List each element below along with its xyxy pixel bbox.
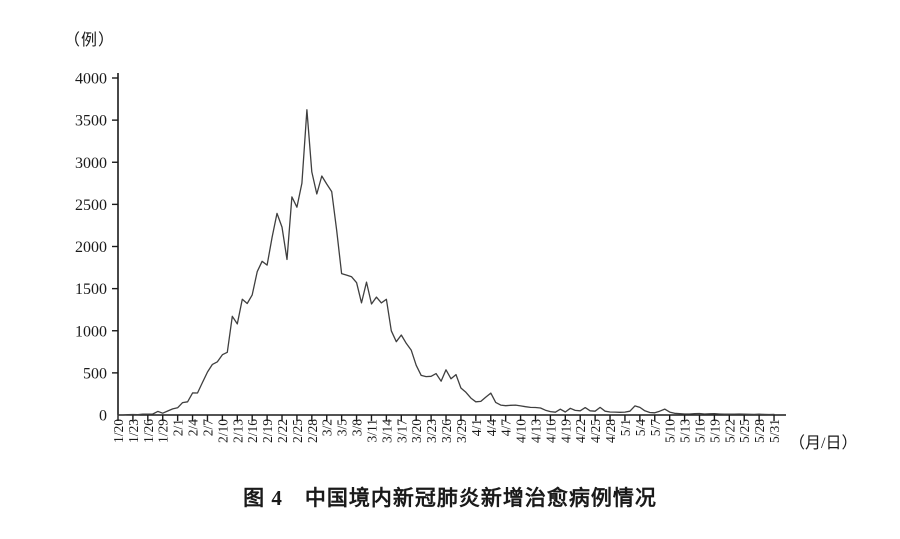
x-tick-label: 4/10 [514,419,529,443]
x-tick-label: 4/19 [558,419,573,443]
x-tick-label: 2/16 [245,419,260,443]
x-tick-label: 5/4 [633,419,648,437]
x-tick-label: 4/7 [499,419,514,437]
x-tick-label: 4/1 [469,419,484,436]
x-tick-label: 3/14 [379,419,394,443]
x-tick-label: 5/1 [618,419,633,436]
figure-caption: 图 4 中国境内新冠肺炎新增治愈病例情况 [243,486,657,510]
x-tick-label: 2/28 [305,419,320,443]
x-tick-label: 5/31 [767,419,782,443]
x-tick-label: 4/16 [543,419,558,443]
x-tick-label: 5/19 [707,419,722,443]
y-tick-label: 1000 [75,323,107,340]
x-tick-label: 4/28 [603,419,618,443]
x-tick-label: 3/23 [424,419,439,443]
y-axis-unit-label: （例） [64,32,116,49]
x-tick-label: 5/7 [648,419,663,437]
x-tick-label: 5/22 [722,419,737,443]
x-tick-label: 5/10 [663,419,678,443]
x-tick-label: 1/20 [111,419,126,443]
cured-cases-series-line [117,109,775,416]
x-tick-label: 1/26 [141,419,156,443]
x-tick-label: 2/19 [260,419,275,443]
x-tick-label: 4/13 [529,419,544,443]
x-tick-label: 4/25 [588,419,603,443]
y-tick-label: 4000 [75,71,107,88]
x-tick-label: 3/29 [454,419,469,443]
x-tick-label: 5/13 [678,419,693,443]
x-tick-label: 4/4 [484,419,499,437]
y-tick-label: 2000 [75,239,107,256]
x-tick-label: 5/16 [693,419,708,443]
x-tick-label: 5/28 [752,419,767,443]
x-tick-label: 3/11 [365,419,380,443]
y-tick-label: 1500 [75,281,107,298]
x-tick-label: 5/25 [737,419,752,443]
x-tick-label: 1/29 [156,419,171,443]
y-tick-label: 3500 [75,113,107,130]
y-tick-label: 2500 [75,197,107,214]
x-tick-label: 2/7 [201,419,216,437]
y-tick-label: 500 [83,365,107,382]
x-tick-label: 3/8 [350,419,365,437]
x-tick-label: 3/5 [335,419,350,437]
y-tick-label: 0 [99,408,107,425]
x-tick-label: 3/20 [409,419,424,443]
x-tick-label: 2/4 [186,419,201,437]
x-tick-label: 2/13 [230,419,245,443]
x-axis-unit-label: （月/日） [789,435,858,452]
x-tick-label: 4/22 [573,419,588,443]
x-tick-label: 3/17 [394,419,409,443]
x-tick-label: 3/26 [439,419,454,443]
x-tick-label: 2/1 [171,419,186,436]
x-tick-label: 2/10 [215,419,230,443]
x-tick-label: 1/23 [126,419,141,443]
x-tick-label: 2/22 [275,419,290,443]
x-tick-label: 3/2 [320,419,335,436]
y-tick-label: 3000 [75,155,107,172]
x-tick-label: 2/25 [290,419,305,443]
